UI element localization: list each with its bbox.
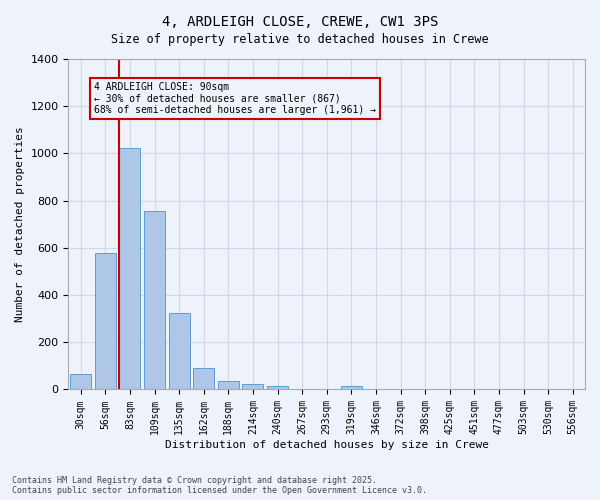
X-axis label: Distribution of detached houses by size in Crewe: Distribution of detached houses by size … (165, 440, 489, 450)
Bar (70, 374, 91, 390)
Bar (242, 384, 263, 390)
Bar (267, 386, 288, 390)
Text: 4 ARDLEIGH CLOSE: 90sqm
← 30% of detached houses are smaller (867)
68% of semi-d: 4 ARDLEIGH CLOSE: 90sqm ← 30% of detache… (94, 82, 376, 116)
Bar (95, 253, 116, 390)
Bar (169, 313, 190, 390)
Bar (119, 148, 140, 390)
Bar (193, 368, 214, 390)
Text: Size of property relative to detached houses in Crewe: Size of property relative to detached ho… (111, 32, 489, 46)
Bar (218, 380, 239, 390)
Bar (341, 386, 362, 390)
Text: Contains HM Land Registry data © Crown copyright and database right 2025.
Contai: Contains HM Land Registry data © Crown c… (12, 476, 427, 495)
Bar (144, 210, 165, 390)
Text: 4, ARDLEIGH CLOSE, CREWE, CW1 3PS: 4, ARDLEIGH CLOSE, CREWE, CW1 3PS (162, 15, 438, 29)
Y-axis label: Number of detached properties: Number of detached properties (15, 126, 25, 322)
